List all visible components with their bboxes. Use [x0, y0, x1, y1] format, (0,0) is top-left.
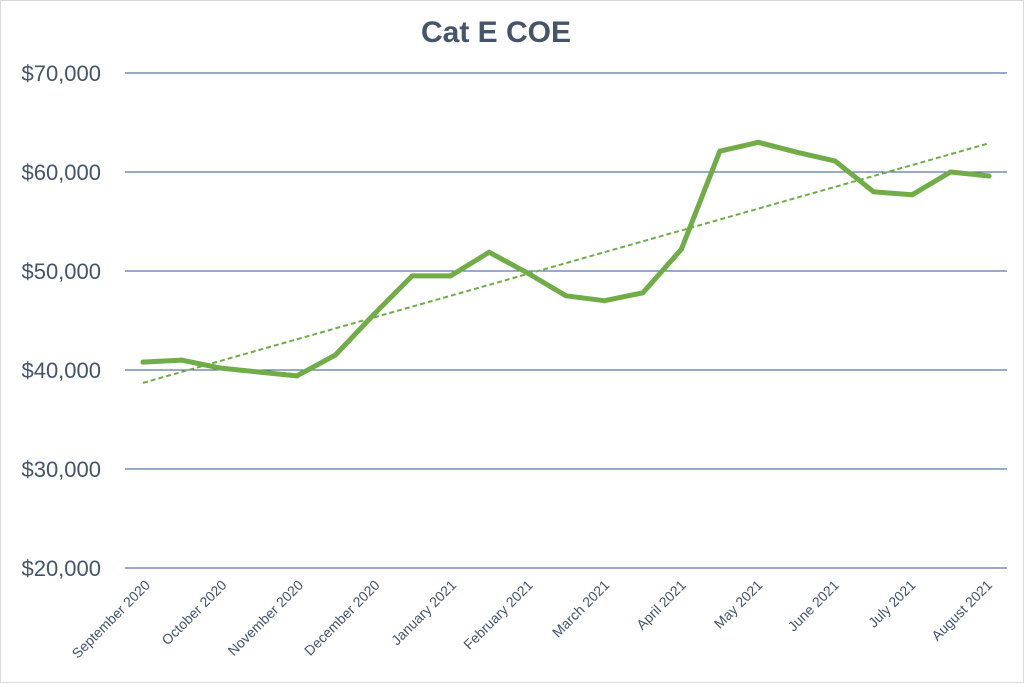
y-axis-ticks: $20,000 $30,000 $40,000 $50,000 $60,000 $70,0…: [21, 61, 101, 581]
data-point: [755, 139, 761, 145]
data-point: [217, 365, 223, 371]
data-point: [948, 169, 954, 175]
x-tick-label: August 2021: [928, 577, 995, 644]
x-tick-label: October 2020: [158, 577, 229, 648]
data-point: [871, 189, 877, 195]
data-point: [178, 357, 184, 363]
x-tick-label: September 2020: [69, 577, 154, 662]
data-point: [601, 298, 607, 304]
trendline: [142, 142, 990, 384]
x-tick-label: July 2021: [865, 577, 919, 631]
data-point: [794, 149, 800, 155]
y-tick-label: $20,000: [21, 556, 101, 581]
x-tick-label: December 2020: [301, 577, 383, 659]
x-tick-label: November 2020: [224, 577, 306, 659]
chart-title: Cat E COE: [421, 16, 571, 49]
data-point: [986, 173, 992, 179]
x-tick-label: June 2021: [784, 577, 842, 635]
y-tick-label: $30,000: [21, 457, 101, 482]
data-point: [409, 273, 415, 279]
y-tick-label: $40,000: [21, 358, 101, 383]
data-point: [332, 352, 338, 358]
data-point: [563, 293, 569, 299]
y-tick-label: $50,000: [21, 259, 101, 284]
x-tick-label: March 2021: [549, 577, 613, 641]
data-point: [525, 270, 531, 276]
data-point: [640, 290, 646, 296]
x-tick-label: April 2021: [633, 577, 689, 633]
data-point: [717, 148, 723, 154]
data-point: [448, 273, 454, 279]
data-point: [371, 312, 377, 318]
y-tick-label: $70,000: [21, 61, 101, 86]
x-tick-label: January 2021: [388, 577, 459, 648]
data-point: [486, 249, 492, 255]
y-tick-label: $60,000: [21, 160, 101, 185]
data-point: [140, 359, 146, 365]
series-line: [140, 139, 992, 379]
x-tick-label: February 2021: [460, 577, 536, 653]
data-point: [832, 158, 838, 164]
data-point: [294, 373, 300, 379]
gridlines: [125, 72, 1007, 569]
x-tick-label: May 2021: [711, 577, 766, 632]
data-point: [678, 246, 684, 252]
data-point: [909, 192, 915, 198]
data-point: [255, 369, 261, 375]
